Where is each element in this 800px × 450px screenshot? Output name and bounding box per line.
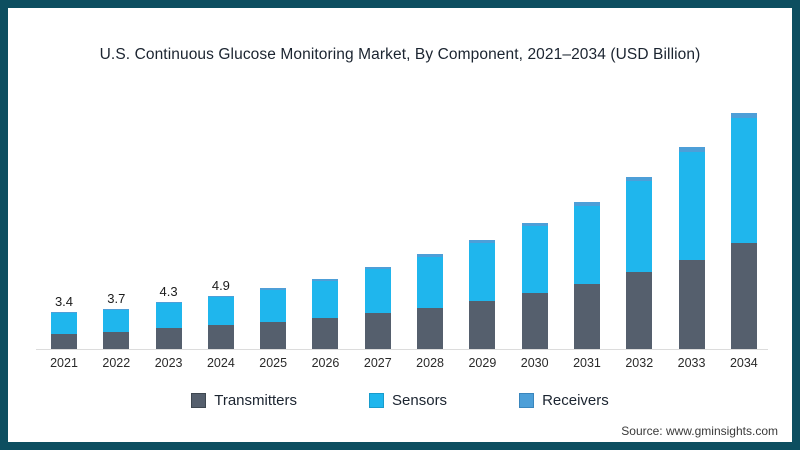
bar-segment-receivers (521, 222, 548, 226)
bar-segment-transmitters (417, 307, 444, 349)
legend-marker-icon (369, 393, 385, 408)
bar-column-2032: 2032 (625, 176, 653, 370)
bar-segment-transmitters (730, 243, 757, 349)
bar-segment-sensors (312, 281, 339, 319)
bar-column-2025: 2025 (259, 287, 287, 370)
bar-segment-transmitters (103, 331, 130, 349)
bar-segment-sensors (207, 297, 234, 326)
bar-segment-receivers (469, 240, 496, 243)
bar-segment-transmitters (260, 322, 287, 349)
x-axis-label: 2024 (206, 356, 235, 370)
bar-segment-sensors (51, 313, 77, 334)
bar-value-label: 4.3 (159, 284, 178, 300)
bar-segment-transmitters (155, 328, 182, 349)
legend-label: Transmitters (214, 392, 298, 409)
bar-segment-receivers (103, 308, 130, 310)
bar-segment-sensors (364, 269, 391, 314)
bar-segment-transmitters (469, 300, 496, 349)
bar-value-label: 3.4 (54, 293, 74, 309)
bar-segment-receivers (155, 302, 182, 304)
legend-marker-icon (191, 393, 207, 408)
x-axis-label: 2023 (154, 356, 183, 370)
legend: Transmitters Sensors Receivers (8, 392, 792, 409)
bar-segment-sensors (417, 256, 444, 308)
bar-segment-transmitters (678, 259, 705, 349)
bar-value-label: 4.9 (211, 277, 230, 293)
x-axis-line (36, 349, 768, 350)
bar-segment-transmitters (626, 272, 653, 349)
bar-column-2023: 4.3 2023 (155, 284, 183, 370)
bar-segment-receivers (260, 287, 287, 290)
bar-column-2026: 2026 (312, 279, 339, 370)
bars-area: 3.4 2021 3.7 2022 4.3 2023 4.9 2024 2025 2026 2027… (50, 112, 758, 370)
bar-segment-receivers (573, 201, 600, 206)
legend-label: Sensors (392, 392, 448, 409)
x-axis-label: 2022 (102, 356, 131, 370)
legend-item-receivers: Receivers (519, 392, 609, 409)
chart-title: U.S. Continuous Glucose Monitoring Marke… (99, 46, 701, 63)
bar-segment-receivers (678, 147, 705, 153)
x-axis-label: 2028 (416, 356, 444, 370)
bar-segment-sensors (155, 303, 182, 329)
bar-column-2028: 2028 (416, 254, 444, 370)
bar-segment-transmitters (521, 293, 548, 349)
bar-column-2024: 4.9 2024 (207, 277, 235, 370)
bar-segment-transmitters (51, 333, 77, 349)
bar-segment-sensors (573, 205, 600, 284)
bar-segment-sensors (103, 309, 130, 332)
bar-segment-receivers (207, 295, 234, 298)
bar-segment-transmitters (312, 318, 339, 349)
bar-segment-receivers (364, 267, 391, 270)
bar-column-2022: 3.7 2022 (102, 290, 130, 370)
bar-segment-sensors (469, 242, 496, 301)
bar-segment-transmitters (573, 283, 600, 349)
bar-segment-transmitters (207, 325, 234, 349)
bar-column-2034: 2034 (730, 112, 758, 370)
bar-value-label: 3.7 (107, 290, 126, 306)
x-axis-label: 2034 (729, 356, 758, 370)
bar-column-2029: 2029 (468, 240, 496, 370)
x-axis-label: 2031 (573, 356, 601, 370)
bar-segment-receivers (312, 279, 339, 282)
x-axis-label: 2026 (311, 356, 340, 370)
x-axis-label: 2025 (259, 356, 288, 370)
bar-segment-sensors (730, 118, 757, 244)
bar-column-2027: 2027 (364, 267, 392, 370)
bar-segment-transmitters (364, 313, 391, 349)
legend-marker-icon (519, 393, 535, 408)
bar-segment-receivers (626, 176, 653, 182)
bar-segment-receivers (730, 112, 757, 119)
x-axis-label: 2030 (520, 356, 549, 370)
bar-segment-sensors (260, 289, 287, 323)
bar-column-2021: 3.4 2021 (50, 293, 78, 370)
bar-segment-sensors (678, 152, 705, 260)
bar-segment-receivers (417, 254, 444, 257)
bar-column-2031: 2031 (573, 201, 601, 370)
x-axis-label: 2033 (677, 356, 706, 370)
legend-item-sensors: Sensors (369, 392, 447, 409)
x-axis-label: 2027 (363, 356, 392, 370)
x-axis-label: 2032 (625, 356, 654, 370)
bar-column-2030: 2030 (521, 222, 549, 370)
bar-segment-sensors (521, 225, 548, 294)
source-note: Source: www.gminsights.com (621, 424, 778, 438)
legend-label: Receivers (542, 392, 609, 409)
x-axis-label: 2021 (50, 356, 78, 370)
legend-item-transmitters: Transmitters (191, 392, 297, 409)
x-axis-label: 2029 (468, 356, 497, 370)
bar-column-2033: 2033 (678, 147, 705, 370)
bar-segment-sensors (626, 181, 653, 273)
bar-segment-receivers (51, 311, 77, 314)
